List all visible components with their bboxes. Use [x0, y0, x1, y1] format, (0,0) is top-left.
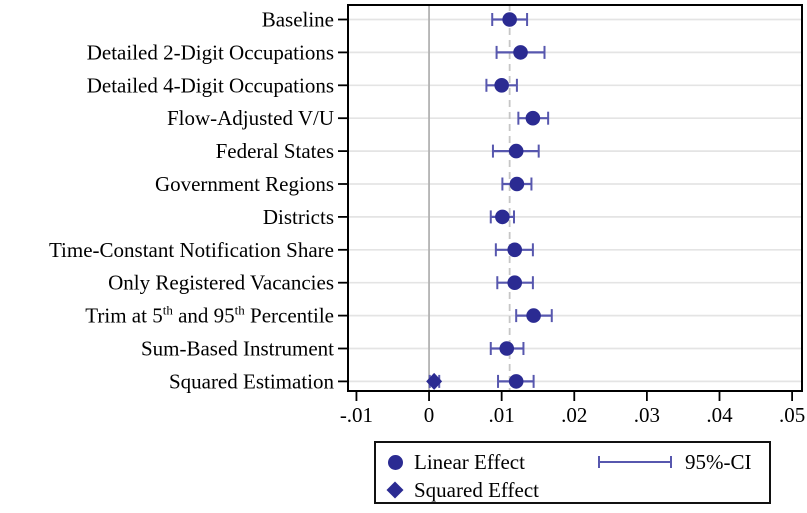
- legend-item-linear-effect: Linear Effect: [388, 450, 596, 475]
- data-point-circle: [513, 45, 528, 60]
- data-point-circle: [494, 78, 509, 93]
- category-label: Sum-Based Instrument: [141, 337, 334, 361]
- category-label: Government Regions: [155, 172, 334, 196]
- data-point-circle: [499, 341, 515, 356]
- category-label: Squared Estimation: [169, 369, 335, 393]
- circle-marker-icon: [388, 454, 403, 470]
- category-label: Time-Constant Notification Share: [49, 238, 334, 262]
- data-point-circle: [507, 242, 523, 258]
- error-bar-icon: [598, 456, 672, 468]
- legend-label-linear-effect: Linear Effect: [414, 449, 525, 474]
- category-label: Detailed 4-Digit Occupations: [87, 73, 334, 97]
- data-point-circle: [507, 275, 523, 291]
- category-label: Only Registered Vacancies: [108, 271, 334, 295]
- category-label: Detailed 2-Digit Occupations: [87, 40, 334, 64]
- legend-row-2: Squared Effect: [386, 476, 769, 504]
- legend-row-1: Linear Effect 95%-CI: [388, 448, 769, 476]
- data-point-circle: [509, 176, 525, 192]
- x-tick-label: .01: [489, 403, 515, 427]
- x-tick-label: .02: [561, 403, 587, 427]
- category-label: Federal States: [216, 139, 334, 163]
- x-tick-label: -.01: [340, 403, 373, 427]
- data-point-circle: [526, 308, 541, 323]
- x-tick-label: .05: [779, 403, 805, 427]
- category-label: Flow-Adjusted V/U: [167, 106, 334, 130]
- legend: Linear Effect 95%-CI Squared Effect: [374, 441, 771, 504]
- data-point-circle: [508, 143, 524, 159]
- data-point-circle: [508, 374, 524, 389]
- legend-label-squared-effect: Squared Effect: [414, 477, 539, 502]
- data-point-circle: [502, 12, 517, 27]
- diamond-marker-icon: [386, 481, 404, 499]
- category-label: Districts: [263, 205, 334, 229]
- legend-item-ci: 95%-CI: [596, 450, 752, 475]
- category-label: Trim at 5th and 95th Percentile: [85, 303, 334, 328]
- legend-label-ci: 95%-CI: [685, 449, 752, 474]
- plot-border: [347, 4, 803, 392]
- data-point-circle: [495, 209, 510, 225]
- x-tick-label: .04: [706, 403, 733, 427]
- x-tick-label: 0: [424, 403, 435, 427]
- legend-item-squared-effect: Squared Effect: [386, 477, 596, 503]
- data-point-diamond: [426, 372, 443, 390]
- data-point-circle: [525, 110, 541, 126]
- x-tick-label: .03: [634, 403, 660, 427]
- category-label: Baseline: [262, 8, 334, 32]
